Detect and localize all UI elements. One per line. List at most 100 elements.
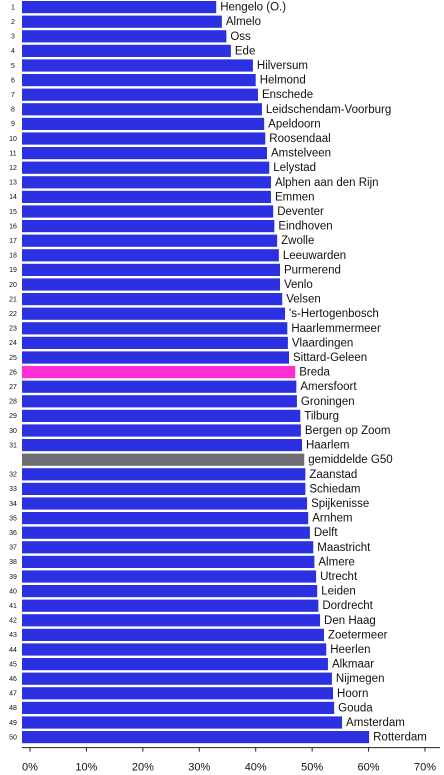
bar	[22, 526, 310, 539]
bar	[22, 570, 317, 583]
x-tick-label: 10%	[75, 762, 97, 774]
bar	[22, 614, 321, 627]
rank-label: 22	[9, 311, 17, 318]
bar	[22, 278, 280, 291]
bar	[22, 336, 288, 349]
x-tick-label: 30%	[188, 762, 210, 774]
bar-label: 's-Hertogenbosch	[289, 308, 379, 320]
bar-label: Apeldoorn	[268, 118, 320, 130]
rank-label: 15	[9, 209, 17, 216]
bar-label: Rotterdam	[373, 732, 427, 744]
bar	[22, 176, 271, 189]
rank-label: 20	[9, 282, 17, 289]
bar-label: Maastricht	[317, 542, 371, 554]
bar	[22, 74, 256, 87]
bar-label: Leeuwarden	[283, 250, 346, 262]
bar-label: Utrecht	[320, 571, 358, 583]
bar	[22, 701, 335, 714]
bar-label: gemiddelde G50	[308, 454, 392, 466]
bar-label: Lelystad	[273, 162, 316, 174]
rank-label: 45	[9, 661, 17, 668]
x-tick-label: 0%	[22, 762, 38, 774]
bar-label: Heerlen	[330, 644, 370, 656]
bar	[22, 380, 297, 393]
bar	[22, 599, 319, 612]
bar	[22, 307, 286, 320]
rank-label: 31	[9, 442, 17, 449]
bar-label: Almere	[318, 556, 354, 568]
rank-label: 30	[9, 428, 17, 435]
bar-label: Venlo	[284, 279, 313, 291]
bar	[22, 439, 302, 452]
bar	[22, 555, 315, 568]
rank-label: 4	[11, 48, 15, 55]
rank-label: 50	[9, 734, 17, 741]
bar	[22, 672, 332, 685]
bar-label: Zaanstad	[309, 469, 357, 481]
bar-label: Velsen	[286, 294, 321, 306]
bar	[22, 161, 270, 174]
rank-label: 26	[9, 369, 17, 376]
bar	[22, 716, 343, 729]
rank-label: 1	[11, 4, 15, 11]
bar	[22, 117, 265, 130]
bar	[22, 322, 288, 335]
bar	[22, 190, 271, 203]
bar-label: Vlaardingen	[292, 337, 353, 349]
bar-label: Amersfoort	[300, 381, 357, 393]
bar-label: Schiedam	[309, 483, 360, 495]
rank-label: 14	[9, 194, 17, 201]
rank-label: 16	[9, 223, 17, 230]
bar	[22, 468, 306, 481]
bar-label: Dordrecht	[322, 600, 373, 612]
bar-label: Arnhem	[312, 513, 352, 525]
bar-label: Spijkenisse	[311, 498, 369, 510]
bar	[22, 351, 290, 364]
bar	[22, 103, 262, 116]
bar-label: Den Haag	[324, 615, 376, 627]
bar-label: Tilburg	[304, 410, 339, 422]
rank-label: 32	[9, 472, 17, 479]
rank-label: 29	[9, 413, 17, 420]
rank-label: 5	[11, 63, 15, 70]
bar	[22, 59, 253, 72]
bar	[22, 1, 217, 14]
bar	[22, 132, 266, 145]
bar-label: Groningen	[301, 396, 355, 408]
bar	[22, 30, 227, 43]
bar	[22, 263, 280, 276]
bar-label: Purmerend	[284, 264, 341, 276]
bar	[22, 731, 370, 744]
bar-label: Helmond	[260, 75, 306, 87]
rank-label: 6	[11, 77, 15, 84]
bar	[22, 409, 301, 422]
rank-label: 23	[9, 326, 17, 333]
rank-label: 36	[9, 530, 17, 537]
bar-label: Amstelveen	[271, 148, 331, 160]
rank-label: 11	[9, 150, 16, 157]
rank-label: 7	[11, 92, 15, 99]
rank-label: 17	[9, 238, 17, 245]
rank-label: 43	[9, 632, 17, 639]
bar-label: Haarlemmermeer	[291, 323, 381, 335]
rank-label: 27	[9, 384, 17, 391]
bar-label: Roosendaal	[269, 133, 330, 145]
bar	[22, 643, 327, 656]
rank-label: 37	[9, 545, 17, 552]
bar	[22, 249, 279, 262]
rank-label: 46	[9, 676, 17, 683]
rank-label: 41	[9, 603, 17, 610]
bar-label: Alphen aan den Rijn	[275, 177, 379, 189]
bar-label: Almelo	[226, 16, 261, 28]
rank-label: 44	[9, 647, 17, 654]
bar	[22, 658, 328, 671]
bar-label: Leidschendam-Voorburg	[266, 104, 391, 116]
bar	[22, 88, 258, 101]
x-tick-label: 60%	[358, 762, 380, 774]
rank-label: 19	[9, 267, 17, 274]
x-tick-label: 40%	[245, 762, 267, 774]
rank-label: 3	[11, 34, 15, 41]
bar	[22, 395, 297, 408]
rank-label: 28	[9, 399, 17, 406]
x-tick-label: 70%	[414, 762, 436, 774]
